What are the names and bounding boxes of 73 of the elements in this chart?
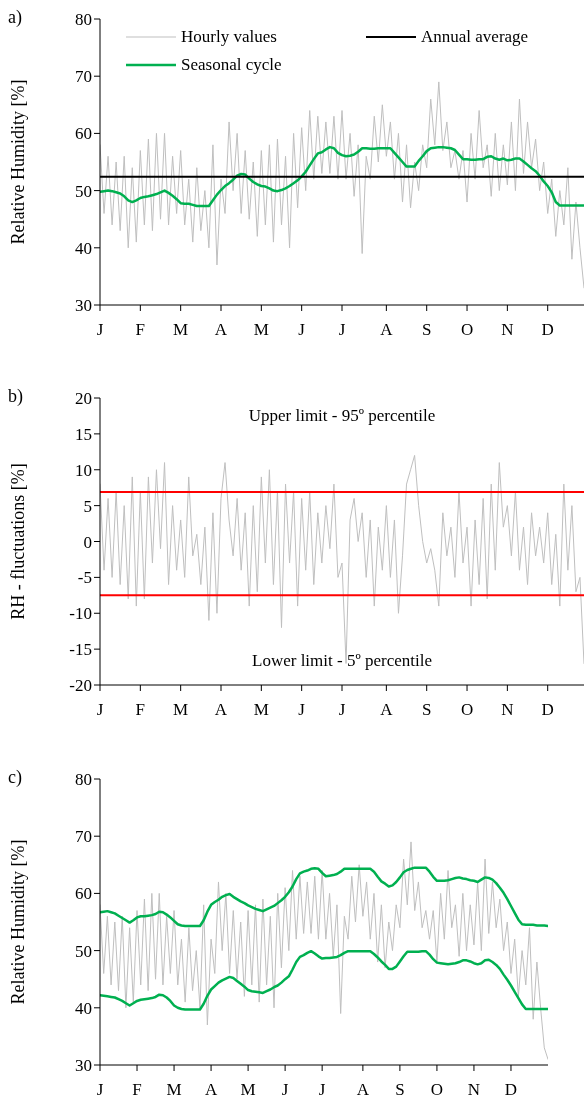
annotation: Lower limit - 5º percentile — [251, 651, 433, 671]
y-axis-title: Relative Humidity [%] — [8, 839, 29, 1005]
y-tick-label: 80 — [75, 10, 92, 30]
line-series — [100, 81, 584, 289]
x-tick-label: J — [338, 320, 346, 340]
x-tick-label: S — [395, 1080, 405, 1100]
y-tick-label: 15 — [75, 424, 92, 444]
y-tick-label: -5 — [77, 568, 92, 588]
y-tick-label: 50 — [75, 181, 92, 201]
legend-label: Annual average — [421, 27, 529, 47]
x-tick-label: D — [541, 700, 554, 720]
x-tick-label: A — [214, 700, 228, 720]
x-tick-label: A — [204, 1080, 218, 1100]
y-tick-label: 70 — [75, 827, 92, 847]
y-axis-title: RH - fluctuations [%] — [8, 463, 29, 620]
x-tick-label: J — [96, 320, 104, 340]
x-tick-label: S — [421, 700, 432, 720]
y-tick-label: 30 — [75, 1056, 92, 1076]
x-tick-label: J — [96, 700, 104, 720]
y-tick-label: -10 — [69, 604, 92, 624]
x-tick-label: D — [504, 1080, 518, 1100]
y-tick-label: -15 — [69, 640, 92, 660]
x-tick-label: M — [253, 700, 269, 720]
x-tick-label: A — [356, 1080, 370, 1100]
x-tick-label: N — [467, 1080, 481, 1100]
x-tick-label: A — [380, 700, 394, 720]
annotation: Upper limit - 95º percentile — [247, 406, 437, 426]
y-tick-label: 80 — [75, 770, 92, 790]
y-tick-label: 5 — [83, 496, 92, 516]
x-tick-label: M — [253, 320, 269, 340]
line-series — [100, 841, 548, 1060]
x-tick-label: F — [135, 700, 146, 720]
x-tick-label: M — [173, 320, 189, 340]
y-tick-label: 40 — [75, 238, 92, 258]
x-tick-label: O — [460, 320, 474, 340]
y-tick-label: 10 — [75, 460, 92, 480]
y-tick-label: 40 — [75, 998, 92, 1018]
x-tick-label: O — [430, 1080, 444, 1100]
chart-title: a) — [8, 7, 22, 28]
x-tick-label: F — [132, 1080, 142, 1100]
x-tick-label: D — [541, 320, 554, 340]
x-tick-label: M — [240, 1080, 256, 1100]
chart-title: c) — [8, 767, 22, 788]
y-tick-label: 50 — [75, 941, 92, 961]
line-series — [100, 866, 548, 928]
x-tick-label: J — [96, 1080, 104, 1100]
y-tick-label: 0 — [83, 532, 92, 552]
x-tick-label: J — [298, 320, 306, 340]
y-tick-label: 30 — [75, 296, 92, 316]
y-tick-label: 60 — [75, 884, 92, 904]
x-tick-label: A — [380, 320, 394, 340]
legend-label: Seasonal cycle — [181, 55, 282, 75]
x-tick-label: N — [501, 320, 514, 340]
x-tick-label: J — [281, 1080, 289, 1100]
x-tick-label: M — [173, 700, 189, 720]
line-series — [100, 949, 548, 1011]
x-tick-label: F — [135, 320, 146, 340]
x-tick-label: S — [421, 320, 432, 340]
y-axis-title: Relative Humidity [%] — [8, 79, 29, 245]
legend-label: Hourly values — [181, 27, 277, 47]
x-tick-label: J — [318, 1080, 326, 1100]
chart-title: b) — [8, 386, 23, 407]
x-tick-label: N — [501, 700, 514, 720]
x-tick-label: J — [338, 700, 346, 720]
line-series — [100, 145, 584, 208]
x-tick-label: J — [298, 700, 306, 720]
y-tick-label: -20 — [69, 676, 92, 696]
y-tick-label: 60 — [75, 124, 92, 144]
y-tick-label: 70 — [75, 67, 92, 87]
x-tick-label: O — [460, 700, 474, 720]
x-tick-label: M — [166, 1080, 182, 1100]
x-tick-label: A — [214, 320, 228, 340]
y-tick-label: 20 — [75, 389, 92, 409]
